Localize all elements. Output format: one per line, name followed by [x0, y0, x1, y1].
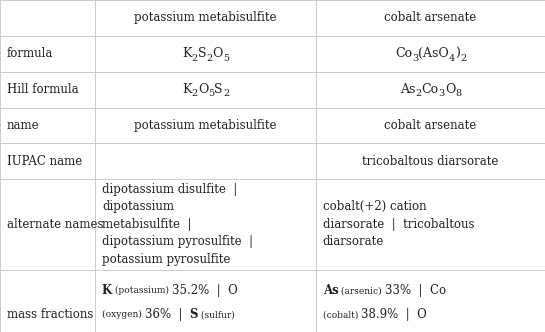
Bar	[316, 72, 545, 108]
Bar	[95, 72, 316, 108]
Text: formula: formula	[7, 47, 53, 60]
Text: 2: 2	[207, 53, 213, 63]
Text: Co: Co	[421, 83, 439, 96]
Text: 2: 2	[223, 89, 229, 99]
Text: 3: 3	[439, 89, 445, 99]
Bar	[316, 270, 545, 332]
Text: 2: 2	[192, 89, 198, 99]
Text: mass fractions: mass fractions	[7, 308, 93, 321]
Bar	[95, 0, 316, 36]
Text: K: K	[182, 47, 192, 60]
Bar	[0, 143, 95, 179]
Text: O: O	[213, 47, 223, 60]
Text: (arsenic): (arsenic)	[338, 286, 385, 295]
Bar	[95, 108, 316, 143]
Text: 5: 5	[208, 89, 215, 99]
Bar	[0, 108, 95, 143]
Text: 5: 5	[223, 53, 229, 63]
Text: 35.2%  |  O: 35.2% | O	[172, 284, 238, 297]
Text: (potassium): (potassium)	[112, 286, 172, 295]
Text: S: S	[198, 47, 207, 60]
Text: (AsO: (AsO	[418, 47, 449, 60]
Text: 2: 2	[192, 53, 198, 63]
Bar	[95, 270, 316, 332]
Text: (oxygen): (oxygen)	[102, 310, 144, 319]
Text: tricobaltous diarsorate: tricobaltous diarsorate	[362, 155, 499, 168]
Text: 3: 3	[412, 53, 418, 63]
Bar	[316, 143, 545, 179]
Bar	[95, 36, 316, 72]
Bar	[0, 270, 95, 332]
Bar	[316, 179, 545, 270]
Text: As: As	[323, 284, 338, 297]
Text: 2: 2	[415, 89, 421, 99]
Text: potassium metabisulfite: potassium metabisulfite	[135, 11, 277, 25]
Text: Hill formula: Hill formula	[7, 83, 78, 96]
Text: potassium metabisulfite: potassium metabisulfite	[135, 119, 277, 132]
Text: 4: 4	[449, 53, 455, 63]
Text: (sulfur): (sulfur)	[198, 310, 235, 319]
Text: dipotassium disulfite  |
dipotassium
metabisulfite  |
dipotassium pyrosulfite  |: dipotassium disulfite | dipotassium meta…	[102, 183, 253, 266]
Text: Co: Co	[395, 47, 412, 60]
Text: name: name	[7, 119, 39, 132]
Bar	[316, 36, 545, 72]
Text: cobalt(+2) cation
diarsorate  |  tricobaltous
diarsorate: cobalt(+2) cation diarsorate | tricobalt…	[323, 201, 474, 248]
Text: 8: 8	[455, 89, 461, 99]
Text: O: O	[445, 83, 455, 96]
Text: 36%  |: 36% |	[144, 308, 190, 321]
Text: alternate names: alternate names	[7, 218, 103, 231]
Text: K: K	[102, 284, 112, 297]
Bar	[0, 179, 95, 270]
Text: IUPAC name: IUPAC name	[7, 155, 82, 168]
Bar	[0, 72, 95, 108]
Bar	[316, 108, 545, 143]
Text: 33%  |  Co: 33% | Co	[385, 284, 446, 297]
Text: As: As	[400, 83, 415, 96]
Bar	[316, 0, 545, 36]
Bar	[0, 0, 95, 36]
Text: ): )	[455, 47, 460, 60]
Text: 2: 2	[460, 53, 467, 63]
Text: 38.9%  |  O: 38.9% | O	[361, 308, 427, 321]
Bar	[0, 36, 95, 72]
Bar	[95, 179, 316, 270]
Bar	[95, 143, 316, 179]
Text: cobalt arsenate: cobalt arsenate	[384, 119, 477, 132]
Text: S: S	[190, 308, 198, 321]
Text: O: O	[198, 83, 208, 96]
Text: K: K	[182, 83, 192, 96]
Text: (cobalt): (cobalt)	[323, 310, 361, 319]
Text: cobalt arsenate: cobalt arsenate	[384, 11, 477, 25]
Text: S: S	[215, 83, 223, 96]
